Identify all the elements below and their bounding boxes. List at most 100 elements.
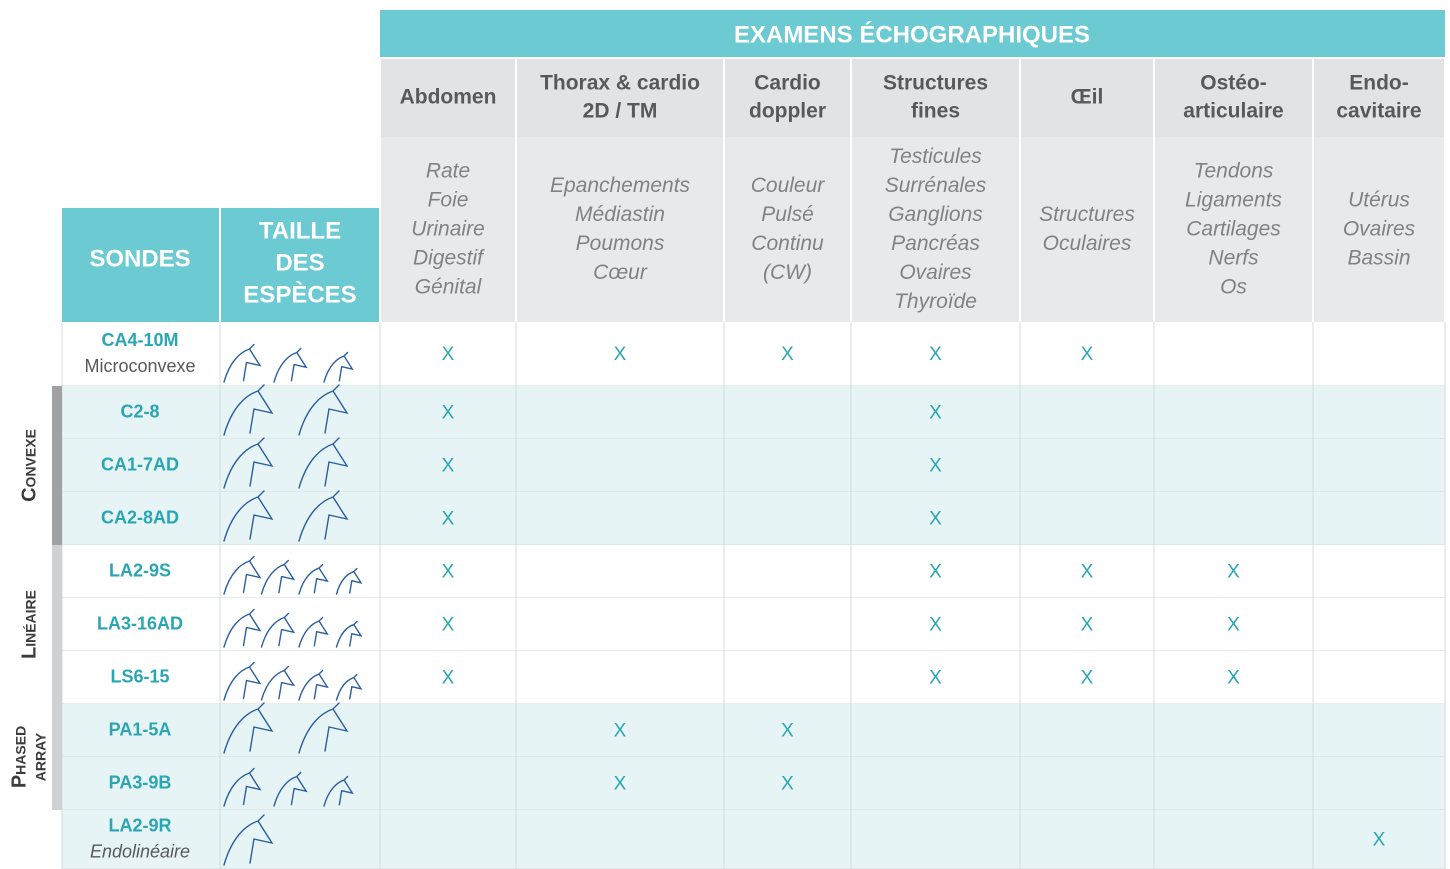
animal-icon bbox=[260, 665, 296, 701]
probe-name: LA3-16AD bbox=[97, 613, 183, 633]
exam-desc-cell bbox=[1021, 137, 1153, 322]
exam-description: Ligaments bbox=[1185, 189, 1282, 212]
exam-description: Tendons bbox=[1194, 160, 1274, 183]
animal-icon bbox=[298, 384, 349, 436]
exam-mark: X bbox=[929, 668, 942, 689]
exam-description: Ovaires bbox=[1343, 218, 1416, 241]
exam-mark: X bbox=[781, 344, 794, 365]
exam-mark: X bbox=[1081, 668, 1094, 689]
row-bg bbox=[62, 651, 1445, 704]
exam-description: Ovaires bbox=[899, 261, 972, 284]
animal-icon bbox=[223, 767, 262, 807]
size-label: TAILLE bbox=[259, 217, 341, 244]
exam-description: Couleur bbox=[751, 174, 826, 197]
probe-name: PA3-9B bbox=[109, 772, 172, 792]
exam-desc-cell bbox=[381, 137, 515, 322]
exam-name-cell bbox=[381, 59, 515, 137]
exam-mark: X bbox=[929, 509, 942, 530]
probe-name: PA1-5A bbox=[109, 719, 172, 739]
exam-name: doppler bbox=[749, 100, 826, 123]
exam-mark: X bbox=[442, 668, 455, 689]
exam-name-cell bbox=[1021, 59, 1153, 137]
exam-mark: X bbox=[1081, 562, 1094, 583]
species-icons bbox=[223, 702, 349, 754]
exam-name: cavitaire bbox=[1336, 100, 1421, 123]
animal-icon bbox=[335, 673, 363, 701]
exam-description: Médiastin bbox=[575, 203, 665, 226]
probe-name: C2-8 bbox=[120, 401, 159, 421]
animal-icon bbox=[223, 702, 274, 754]
animal-icon bbox=[223, 384, 274, 436]
row-bg bbox=[62, 757, 1445, 810]
animal-icon bbox=[298, 616, 329, 648]
exam-description: Nerfs bbox=[1208, 247, 1259, 270]
animal-icon bbox=[223, 608, 262, 648]
exam-description: (CW) bbox=[763, 261, 812, 284]
animal-icon bbox=[260, 559, 296, 595]
exam-mark: X bbox=[929, 615, 942, 636]
animal-icon bbox=[335, 567, 363, 595]
probe-name: CA4-10M bbox=[101, 330, 178, 350]
exam-desc-cell bbox=[1314, 137, 1444, 322]
exam-mark: X bbox=[929, 562, 942, 583]
animal-icon bbox=[273, 347, 308, 383]
row-bg bbox=[62, 439, 1445, 492]
size-label: DES bbox=[275, 249, 324, 276]
exam-mark: X bbox=[442, 509, 455, 530]
probes-label: SONDES bbox=[89, 245, 190, 272]
exam-name: Thorax & cardio bbox=[540, 72, 700, 95]
row-bg bbox=[62, 322, 1445, 386]
group-label: Linéaire bbox=[18, 590, 40, 659]
group-label: array bbox=[28, 732, 50, 781]
exam-mark: X bbox=[1373, 830, 1386, 851]
exam-description: Structures bbox=[1039, 203, 1135, 226]
exam-mark: X bbox=[781, 721, 794, 742]
row-bg bbox=[62, 545, 1445, 598]
exam-mark: X bbox=[1081, 344, 1094, 365]
animal-icon bbox=[298, 669, 329, 701]
exam-name: articulaire bbox=[1183, 100, 1283, 123]
exam-mark: X bbox=[1081, 615, 1094, 636]
exam-mark: X bbox=[442, 344, 455, 365]
exam-description: Poumons bbox=[576, 232, 665, 255]
exam-desc-cell bbox=[517, 137, 723, 322]
exam-description: Thyroïde bbox=[894, 290, 977, 313]
exam-desc-cell bbox=[852, 137, 1019, 322]
group-bar bbox=[52, 704, 62, 810]
animal-icon bbox=[335, 620, 363, 648]
animal-icon bbox=[223, 814, 274, 866]
animal-icon bbox=[298, 702, 349, 754]
group-bar bbox=[52, 545, 62, 704]
probe-name: LA2-9R bbox=[108, 815, 171, 835]
header-band bbox=[380, 10, 1445, 57]
animal-icon bbox=[260, 612, 296, 648]
size-header bbox=[221, 208, 379, 322]
exam-description: Pulsé bbox=[761, 203, 814, 226]
exam-name-cell bbox=[1314, 59, 1444, 137]
exam-mark: X bbox=[1227, 668, 1240, 689]
exam-description: Digestif bbox=[413, 247, 485, 270]
exam-description: Epanchements bbox=[550, 174, 691, 197]
exam-name-cell bbox=[852, 59, 1019, 137]
exam-mark: X bbox=[614, 721, 627, 742]
row-bg bbox=[62, 704, 1445, 757]
exam-name: Endo- bbox=[1349, 72, 1408, 95]
exam-name: 2D / TM bbox=[583, 100, 658, 123]
exam-name-cell bbox=[517, 59, 723, 137]
species-icons bbox=[223, 608, 363, 648]
row-bg bbox=[62, 386, 1445, 439]
exam-description: Foie bbox=[428, 189, 469, 212]
probe-name: CA2-8AD bbox=[101, 507, 179, 527]
exam-desc-cell bbox=[725, 137, 850, 322]
exam-description: Cœur bbox=[593, 261, 648, 284]
probe-name: CA1-7AD bbox=[101, 454, 179, 474]
exam-name: Abdomen bbox=[400, 86, 497, 109]
exam-description: Continu bbox=[751, 232, 824, 255]
exam-description: Oculaires bbox=[1043, 232, 1132, 255]
animal-icon bbox=[223, 343, 262, 383]
exam-description: Utérus bbox=[1348, 189, 1410, 212]
species-icons bbox=[223, 661, 363, 701]
exam-description: Testicules bbox=[889, 145, 982, 168]
exam-name: Œil bbox=[1071, 86, 1104, 109]
